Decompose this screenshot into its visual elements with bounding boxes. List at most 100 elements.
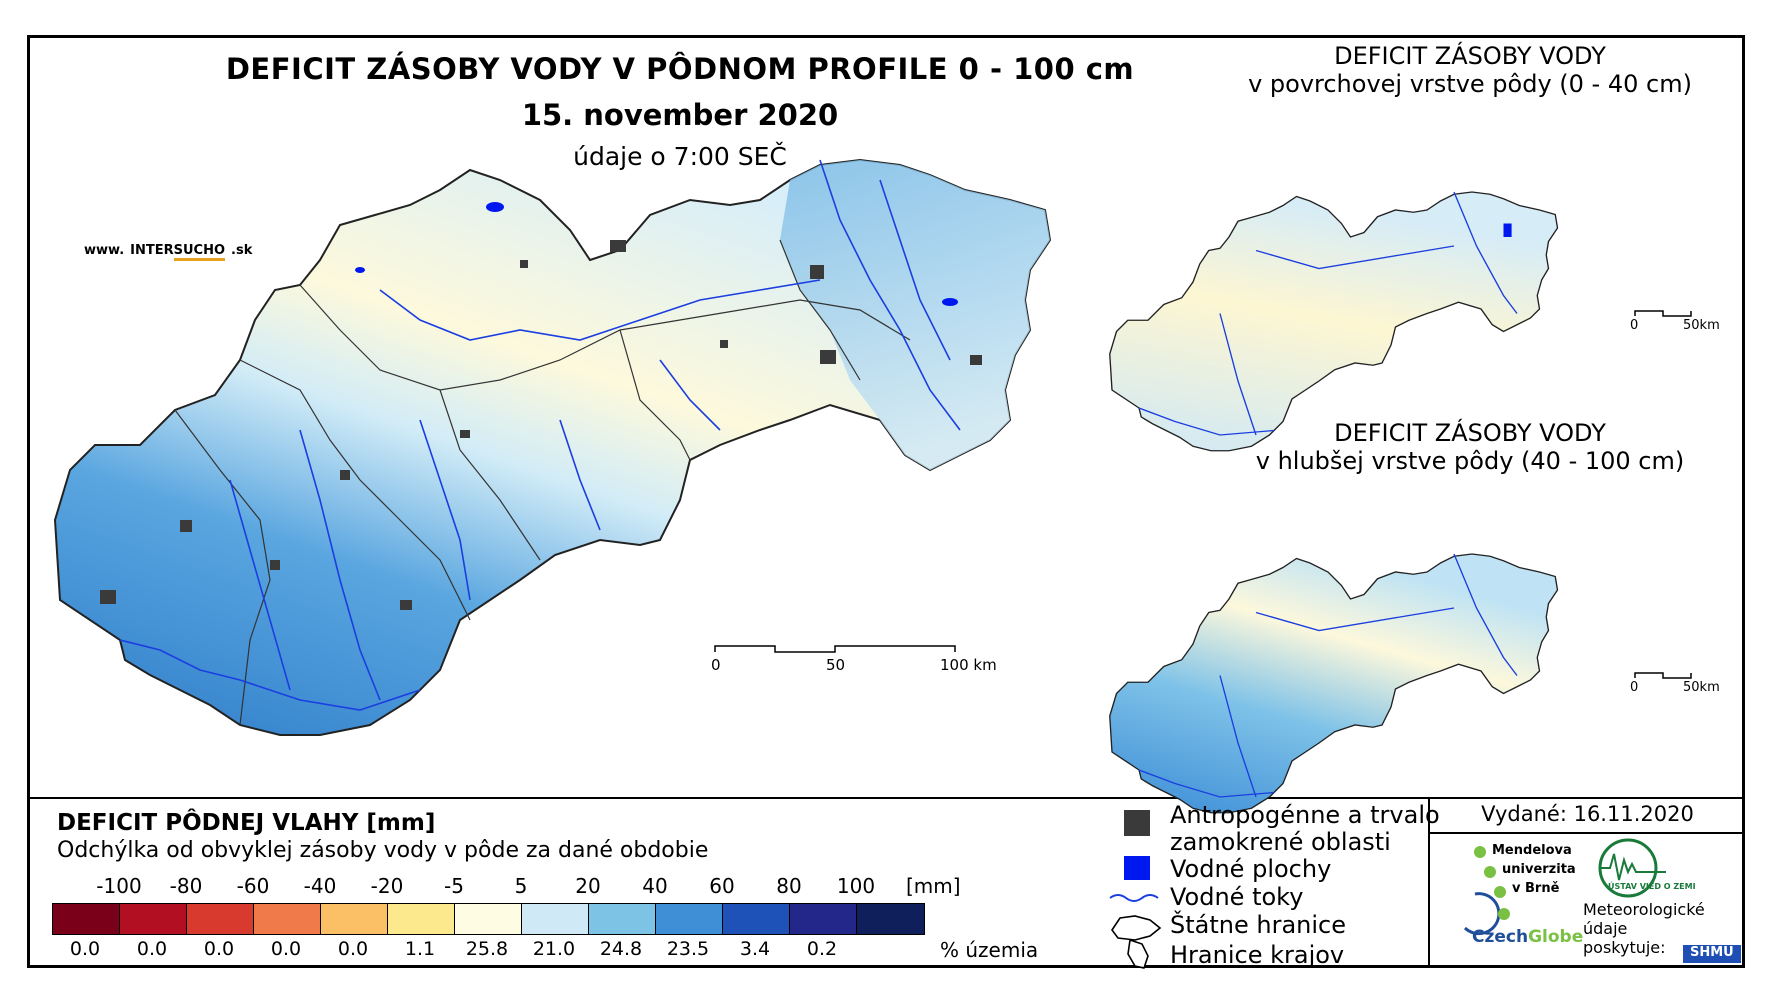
legend-swatch	[254, 904, 321, 934]
inset-top-title-line2: v povrchovej vrstve pôdy (0 - 40 cm)	[1248, 70, 1692, 98]
water-body-symbol	[1124, 856, 1150, 880]
meteo-line3: poskytuje:	[1583, 938, 1666, 957]
mendel-line3: v Brně	[1512, 881, 1560, 896]
mendel-dot-icon	[1498, 908, 1510, 920]
ustav-logo-icon	[1598, 838, 1666, 898]
legend-swatches	[52, 903, 925, 935]
region-border-symbol	[1127, 938, 1149, 969]
inset-bottom-title-line2: v hlubšej vrstve pôdy (40 - 100 cm)	[1255, 447, 1685, 475]
legend-swatch	[388, 904, 455, 934]
website-prefix: www.	[84, 243, 125, 258]
inset-bottom-title-line1: DEFICIT ZÁSOBY VODY	[1334, 419, 1606, 447]
shmu-text: SHMÚ	[1690, 945, 1734, 960]
legend-break-label: -100	[96, 874, 142, 898]
info-divider	[1428, 797, 1430, 968]
shmu-logo-icon	[1683, 945, 1741, 963]
main-scale-bar	[714, 645, 956, 653]
inset-top-title: DEFICIT ZÁSOBY VODY v povrchovej vrstve …	[1190, 42, 1750, 98]
region-border-label: Hranice krajov	[1170, 941, 1345, 969]
main-title: DEFICIT ZÁSOBY VODY V PÔDNOM PROFILE 0 -…	[225, 52, 1135, 86]
legend-pct-label: 3.4	[739, 938, 771, 960]
anthro-label-line1: Antropogénne a trvalo	[1170, 801, 1440, 829]
legend-pct-label: 25.8	[465, 938, 509, 960]
inset-top-map	[1109, 191, 1559, 452]
legend-break-label: 80	[776, 874, 802, 898]
czechglobe-b: Globe	[1528, 927, 1584, 947]
meteo-line1: Meteorologické	[1583, 900, 1705, 919]
anthro-label-line2: zamokrené oblasti	[1170, 828, 1391, 856]
legend-unit: [mm]	[906, 874, 961, 898]
main-water-bodies	[355, 202, 958, 306]
legend-swatch	[790, 904, 857, 934]
inset-bottom-scale-0: 0	[1630, 680, 1639, 695]
legend-swatch	[656, 904, 723, 934]
inset-bottom-map	[1109, 553, 1559, 814]
czechglobe-text: CzechGlobe	[1472, 927, 1583, 947]
state-border-symbol	[1111, 915, 1162, 941]
main-time: údaje o 7:00 SEČ	[573, 142, 787, 171]
legend-break-label: 5	[514, 874, 528, 898]
legend-break-label: 40	[642, 874, 668, 898]
water-bodies-label: Vodné plochy	[1170, 855, 1332, 883]
legend-break-label: 100	[836, 874, 876, 898]
legend-pct-label: 0.0	[203, 938, 235, 960]
legend-pct-label: 21.0	[532, 938, 576, 960]
map-frame	[27, 35, 1745, 968]
legend-break-label: 60	[709, 874, 735, 898]
legend-swatch	[53, 904, 120, 934]
legend-pct-label: 0.0	[337, 938, 369, 960]
inset-top-scale-0: 0	[1630, 318, 1639, 333]
legend-pct-label: 0.0	[69, 938, 101, 960]
website-suffix: .sk	[231, 243, 253, 258]
legend-swatch	[522, 904, 589, 934]
legend-break-label: -20	[370, 874, 404, 898]
website-name-b: SUCHO	[173, 243, 226, 261]
mendel-dot-icon	[1474, 846, 1486, 858]
legend-pct-label: 0.0	[270, 938, 302, 960]
czechglobe-logo-icon	[1463, 892, 1501, 936]
legend-title: DEFICIT PÔDNEJ VLAHY [mm]	[57, 810, 436, 836]
meteo-line2: údaje	[1583, 919, 1628, 938]
mendel-dot-icon	[1494, 886, 1506, 898]
inset-bottom-title: DEFICIT ZÁSOBY VODY v hlubšej vrstve pôd…	[1190, 419, 1750, 475]
issued-date: Vydané: 16.11.2020	[1481, 802, 1694, 826]
ustav-text: ÚSTAV VIED O ZEMI	[1608, 882, 1696, 891]
legend-break-label: -40	[303, 874, 337, 898]
meteo-provider: Meteorologické údaje poskytuje:	[1583, 900, 1705, 957]
legend-break-label: -60	[236, 874, 270, 898]
main-date: 15. november 2020	[521, 98, 839, 132]
legend-swatch	[589, 904, 656, 934]
river-symbol	[1109, 894, 1159, 902]
main-rivers	[119, 159, 961, 711]
legend-pct-label: 1.1	[404, 938, 436, 960]
website-link[interactable]: www. INTERSUCHO .sk	[84, 243, 253, 261]
legend-pct-unit: % územia	[940, 938, 1039, 962]
legend-pct-label: 23.5	[666, 938, 710, 960]
mendel-line2: univerzita	[1502, 862, 1576, 877]
inset-top-scale	[1634, 310, 1692, 317]
website-name-a: INTER	[130, 243, 174, 258]
main-map	[53, 158, 1052, 736]
legend-divider	[27, 797, 1745, 799]
issued-divider	[1428, 832, 1745, 834]
main-anthro-areas	[100, 240, 982, 610]
main-scale-label-0: 0	[711, 656, 721, 674]
legend-swatch	[857, 904, 924, 934]
legend-swatch	[187, 904, 254, 934]
legend-swatch	[723, 904, 790, 934]
legend-swatch	[321, 904, 388, 934]
inset-top-scale-50: 50km	[1683, 318, 1720, 333]
mendel-line1: Mendelova	[1492, 843, 1572, 858]
mendel-dot-icon	[1484, 866, 1496, 878]
main-scale-label-50: 50	[826, 656, 846, 674]
main-region-borders	[174, 239, 911, 726]
czechglobe-a: Czech	[1472, 927, 1529, 947]
legend-pct-label: 24.8	[599, 938, 643, 960]
inset-bottom-scale-50: 50km	[1683, 680, 1720, 695]
legend-swatch	[120, 904, 187, 934]
main-east-overlay	[780, 160, 1050, 470]
anthro-label: Antropogénne a trvalo zamokrené oblasti	[1170, 802, 1440, 856]
inset-bottom-scale	[1634, 672, 1692, 679]
legend-swatch	[455, 904, 522, 934]
